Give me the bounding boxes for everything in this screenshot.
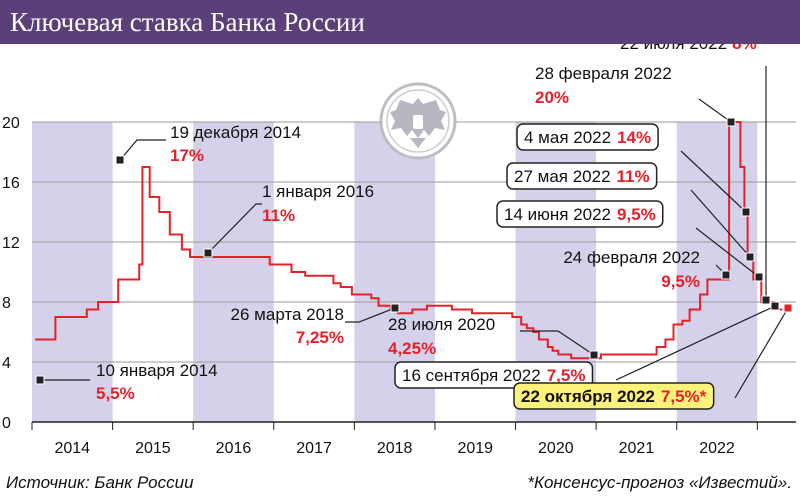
- leader-line: [520, 330, 595, 356]
- x-tick-label: 2015: [135, 440, 171, 457]
- data-point-marker: [770, 301, 780, 311]
- y-axis-ticks: 0 4 8 12 16 20: [2, 115, 20, 432]
- annotation-value: 7,25%: [296, 328, 344, 347]
- annotation-10: 4 мая 2022 14%: [516, 123, 659, 151]
- x-tick-label: 2021: [619, 440, 655, 457]
- annotation-text: 22 июля 2022 8%: [620, 44, 757, 53]
- annotation-box: [394, 361, 594, 389]
- leader-line: [695, 227, 760, 278]
- data-point-marker: [761, 295, 771, 305]
- annotation-value: 14%: [617, 128, 651, 147]
- annotation-date: 24 февраля 2022: [563, 248, 700, 267]
- forecast-footnote: *Консенсус-прогноз «Известий».: [527, 473, 792, 492]
- x-tick-label: 2020: [538, 440, 574, 457]
- annotation-value: 9,5%: [661, 272, 700, 291]
- annotation-value: 9,5%: [617, 205, 656, 224]
- annotation-date: 27 мая 2022: [514, 167, 611, 186]
- data-point-marker: [745, 252, 755, 262]
- annotation-text: 4 мая 2022 14%: [524, 128, 651, 147]
- x-tick-label: 2019: [457, 440, 493, 457]
- year-band-2016: [193, 122, 274, 422]
- annotation-5: 16 сентября 2022 7,5%: [394, 361, 594, 389]
- x-tick-label: 2014: [54, 440, 90, 457]
- annotation-text: 27 мая 2022 11%: [514, 167, 650, 186]
- annotation-box: [496, 200, 664, 228]
- annotation-date: 22 июля 2022: [620, 44, 727, 53]
- annotation-date: 4 мая 2022: [524, 128, 611, 147]
- annotation-6: 22 октября 2022 7,5%*: [513, 382, 715, 410]
- x-tick-label: 2016: [216, 440, 252, 457]
- annotation-markers: [35, 117, 793, 385]
- data-point-marker: [390, 303, 400, 313]
- annotation-date: 26 марта 2018: [231, 305, 344, 324]
- leader-line: [615, 305, 776, 381]
- annotation-leaders: [40, 66, 789, 399]
- annotation-value: 11%: [262, 206, 295, 225]
- data-point-marker: [35, 375, 45, 385]
- axes: [31, 421, 796, 430]
- x-tick-label: 2018: [377, 440, 413, 457]
- annotation-value: 20%: [535, 88, 569, 107]
- source-note: Источник: Банк России: [6, 473, 194, 492]
- annotation-8: 14 июня 2022 9,5%: [496, 200, 664, 228]
- year-band-2014: [32, 122, 113, 422]
- leader-line: [119, 139, 166, 161]
- x-tick-label: 2022: [699, 440, 735, 457]
- data-point-marker: [783, 303, 793, 313]
- annotation-value: 7,5%*: [661, 387, 707, 406]
- annotation-date: 19 декабря 2014: [170, 123, 301, 142]
- leader-line: [680, 150, 747, 213]
- annotation-9: 27 мая 2022 11%: [506, 162, 658, 190]
- y-tick-label: 16: [2, 175, 20, 192]
- y-tick-label: 0: [2, 415, 11, 432]
- annotation-value: 17%: [170, 146, 204, 165]
- annotation-text: 16 сентября 2022 7,5%: [402, 366, 585, 385]
- annotation-value: 5,5%: [96, 384, 135, 403]
- annotation-date: 10 января 2014: [96, 361, 218, 380]
- leader-line: [207, 203, 262, 254]
- x-tick-label: 2017: [296, 440, 332, 457]
- annotation-text: 22 октября 2022 7,5%*: [521, 387, 707, 406]
- header-bar: Ключевая ставка Банка России: [0, 0, 800, 44]
- annotation-labels: 10 января 2014 5,5% 19 декабря 2014 17% 1 ян…: [96, 44, 757, 410]
- annotation-date: 28 июля 2020: [388, 315, 495, 334]
- leader-line: [690, 189, 751, 258]
- annotation-date: 22 октября 2022: [521, 387, 655, 406]
- data-point-marker: [721, 270, 731, 280]
- data-point-marker: [203, 248, 213, 258]
- annotation-value: 4,25%: [388, 339, 436, 358]
- annotation-value: 11%: [617, 167, 650, 186]
- y-tick-label: 8: [2, 295, 11, 312]
- data-point-marker: [115, 155, 125, 165]
- data-point-marker: [589, 350, 599, 360]
- y-tick-label: 12: [2, 235, 20, 252]
- annotation-date: 28 февраля 2022: [535, 64, 672, 83]
- leader-line: [345, 307, 396, 323]
- annotation-value: 7,5%: [547, 366, 586, 385]
- annotation-text: 14 июня 2022 9,5%: [504, 205, 656, 224]
- annotation-box: [516, 123, 659, 151]
- annotation-12: 22 июля 2022 8%: [620, 44, 757, 53]
- leader-line: [734, 307, 789, 399]
- forecast-box: [513, 382, 715, 410]
- annotation-value: 8%: [732, 44, 757, 53]
- chart-title: Ключевая ставка Банка России: [10, 7, 365, 37]
- annotation-date: 16 сентября 2022: [402, 366, 541, 385]
- leader-line: [698, 98, 732, 123]
- annotation-date: 1 января 2016: [262, 182, 374, 201]
- double-headed-eagle-icon: [379, 82, 457, 160]
- annotation-date: 14 июня 2022: [504, 205, 611, 224]
- annotation-box: [506, 162, 658, 190]
- data-point-marker: [741, 207, 751, 217]
- rate-series-line: [35, 121, 783, 360]
- data-point-marker: [726, 117, 736, 127]
- y-tick-label: 4: [2, 355, 11, 372]
- y-tick-label: 20: [2, 115, 20, 132]
- data-point-marker: [754, 272, 764, 282]
- x-axis-ticks: 2014 2015 2016 2017 2018 2019 2020 2021 2022: [54, 440, 734, 457]
